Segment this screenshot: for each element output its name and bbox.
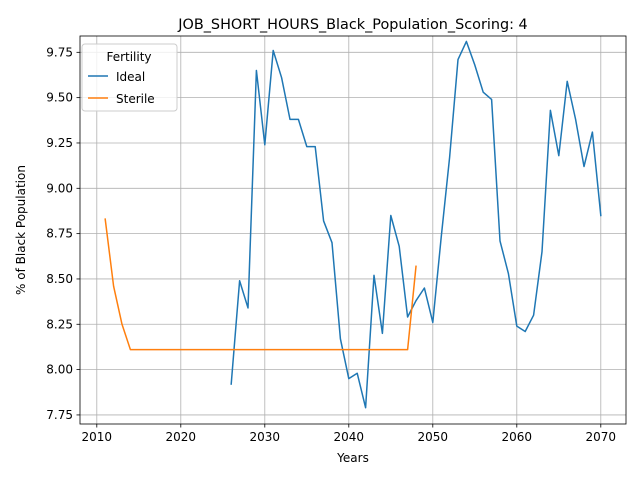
y-tick-label: 8.00 — [46, 363, 73, 377]
y-tick-label: 9.75 — [46, 45, 73, 59]
x-tick-label: 2010 — [82, 430, 113, 444]
y-tick-label: 9.50 — [46, 91, 73, 105]
chart-title: JOB_SHORT_HOURS_Black_Population_Scoring… — [177, 17, 527, 33]
plot-frame — [79, 35, 627, 425]
series-group — [104, 40, 602, 409]
x-tick-label: 2020 — [166, 430, 197, 444]
x-tick-label: 2040 — [334, 430, 365, 444]
x-tick-label: 2030 — [250, 430, 281, 444]
legend-box — [81, 43, 178, 112]
series-line-ideal — [230, 40, 602, 409]
x-tick-label: 2050 — [418, 430, 449, 444]
y-tick-label: 8.75 — [46, 227, 73, 241]
y-tick-label: 7.75 — [46, 408, 73, 422]
grid-lines — [80, 36, 626, 424]
legend-label-sterile: Sterile — [116, 92, 155, 106]
y-tick-label: 8.50 — [46, 272, 73, 286]
axis-ticks: 2010 2020 2030 2040 2050 2060 2070 7.75 8.00 8.25… — [46, 45, 616, 444]
legend: Fertility Ideal Sterile — [81, 43, 178, 112]
series-line-sterile — [104, 218, 417, 351]
legend-title: Fertility — [106, 50, 151, 64]
legend-label-ideal: Ideal — [116, 70, 145, 84]
x-tick-label: 2060 — [502, 430, 533, 444]
x-tick-label: 2070 — [586, 430, 617, 444]
y-tick-label: 9.00 — [46, 181, 73, 195]
y-tick-label: 9.25 — [46, 136, 73, 150]
y-axis-title: % of Black Population — [14, 165, 28, 295]
y-tick-label: 8.25 — [46, 317, 73, 331]
x-axis-title: Years — [336, 451, 369, 465]
